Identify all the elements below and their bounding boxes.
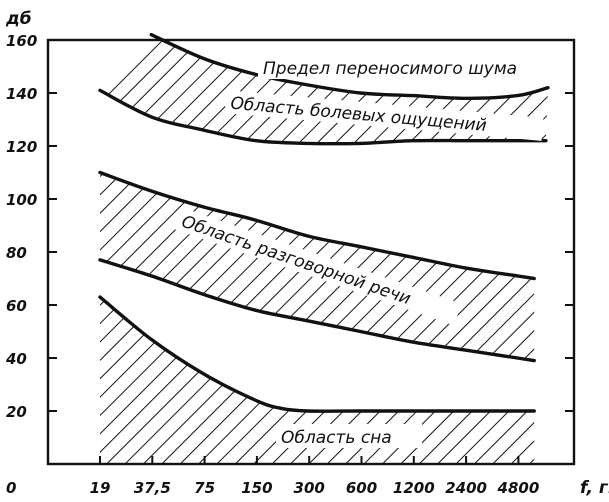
x-axis-ticks: 19 37,5 75 150 300 600 1200 2400 4800 bbox=[90, 456, 540, 497]
region-hatch-2 bbox=[100, 297, 535, 464]
curve-0 bbox=[149, 33, 550, 100]
x-tick-label: 600 bbox=[346, 479, 377, 497]
label-bg-pain bbox=[224, 90, 544, 141]
curve-4 bbox=[98, 295, 536, 413]
label-bg-speech bbox=[174, 207, 462, 326]
x-tick-label: 2400 bbox=[445, 479, 487, 497]
y-tick-label: 40 bbox=[5, 350, 27, 368]
x-axis-label: f, гц bbox=[580, 478, 609, 498]
x-tick-label: 1200 bbox=[393, 479, 435, 497]
x-tick-label: 19 bbox=[90, 479, 111, 497]
label-sleep-region: Область сна bbox=[281, 428, 392, 448]
label-bg-limit bbox=[258, 55, 550, 79]
x-tick-label: 37,5 bbox=[134, 479, 171, 497]
y-tick-label: 160 bbox=[6, 32, 37, 50]
label-bg-sleep bbox=[276, 424, 422, 448]
x-tick-label: 150 bbox=[241, 479, 272, 497]
x-tick-label: 4800 bbox=[497, 479, 540, 497]
y-tick-label: 80 bbox=[6, 244, 27, 262]
x-tick-label: 300 bbox=[294, 479, 325, 497]
x-tick-label: 75 bbox=[194, 479, 215, 497]
y-tick-label: 120 bbox=[6, 138, 37, 156]
y-tick-label: 140 bbox=[6, 85, 37, 103]
y-axis-label: дб bbox=[5, 9, 32, 29]
y-tick-label: 0 bbox=[6, 479, 16, 497]
curves bbox=[98, 33, 550, 413]
curve-2 bbox=[98, 170, 536, 281]
y-axis-ticks: 0 20 40 60 80 100 120 140 160 bbox=[5, 32, 574, 497]
y-tick-label: 100 bbox=[6, 191, 37, 209]
y-tick-label: 60 bbox=[6, 297, 27, 315]
curve-3 bbox=[98, 258, 536, 363]
label-noise-limit: Предел переносимого шума bbox=[263, 59, 517, 79]
y-tick-label: 20 bbox=[6, 403, 27, 421]
curve-1 bbox=[98, 88, 548, 146]
